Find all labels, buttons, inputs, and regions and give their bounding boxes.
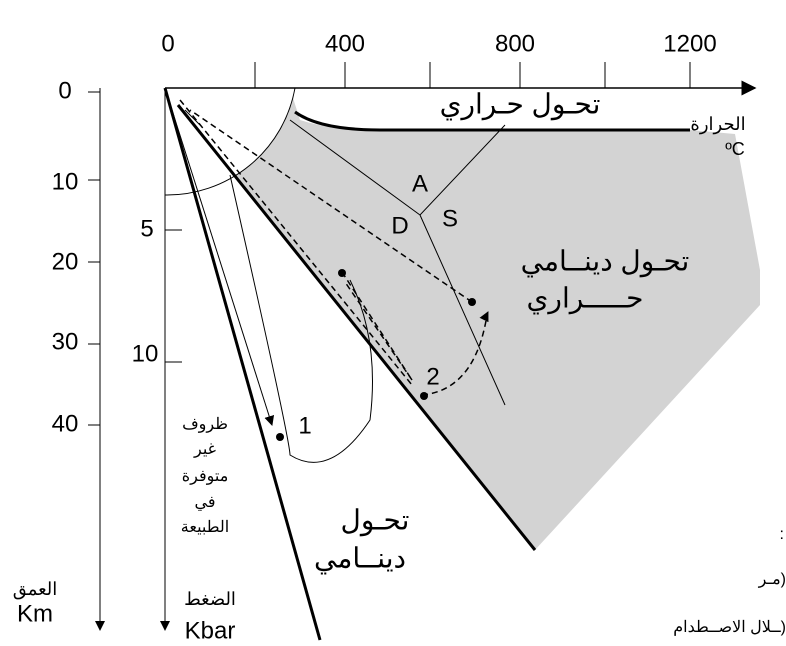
tick-label: 0 <box>58 77 71 104</box>
lower-limit <box>163 87 322 641</box>
subduction-line <box>176 104 537 551</box>
point-label: 1 <box>298 412 311 439</box>
arc <box>164 87 296 196</box>
metamorphism-field <box>235 98 760 550</box>
mineral-label: A <box>412 170 428 197</box>
tick-label: 1200 <box>663 30 716 57</box>
zone-label: غير <box>193 441 216 458</box>
zone-label: تحـول دينــامي <box>521 245 690 277</box>
zone-label: في <box>195 494 216 511</box>
tick-label: 800 <box>495 30 535 57</box>
tick-label: 30 <box>52 328 79 355</box>
axis-unit: ºC <box>725 139 745 159</box>
mineral-label: D <box>391 212 408 239</box>
tick-label: 400 <box>325 30 365 57</box>
clipped-text: : <box>780 526 784 543</box>
axis-unit: Kbar <box>185 617 236 644</box>
aluminosilicate-lines <box>289 119 506 406</box>
clipped-text: مـر) <box>758 571 786 588</box>
tick-label: 10 <box>132 340 159 367</box>
zone-label: تحـول حـراري <box>440 88 601 120</box>
tick-label: 10 <box>52 168 79 195</box>
clipped-text: ــلال الاصــطدام) <box>673 619 786 636</box>
tick-label: 5 <box>140 215 153 242</box>
tick-label: 0 <box>161 30 174 57</box>
zone-label: دينــامي <box>314 542 406 574</box>
zone-label: حـــــراري <box>527 282 644 314</box>
zone-label: الطبيعة <box>181 519 229 536</box>
tick-label: 40 <box>52 410 79 437</box>
zone-label: ظروف <box>182 416 228 433</box>
zone-label: تحـول <box>341 504 410 536</box>
path-1 <box>164 87 275 426</box>
axis-label: العمق <box>13 579 58 600</box>
tick-label: 20 <box>52 248 79 275</box>
zone-label: متوفرة <box>182 468 229 485</box>
mineral-label: S <box>442 205 458 232</box>
arrowheads <box>184 109 488 318</box>
axis-label: الحرارة <box>690 114 745 135</box>
pt-path <box>179 99 488 396</box>
pressure-ticks <box>165 229 182 363</box>
axis-unit: Km <box>17 600 53 627</box>
depth-ticks <box>88 91 100 426</box>
axis-label: الضغط <box>184 589 236 609</box>
field-loop <box>229 174 373 463</box>
point-label: 2 <box>426 363 439 390</box>
thermal-boundary <box>294 110 690 132</box>
points <box>276 269 476 441</box>
top-ticks <box>254 62 691 88</box>
